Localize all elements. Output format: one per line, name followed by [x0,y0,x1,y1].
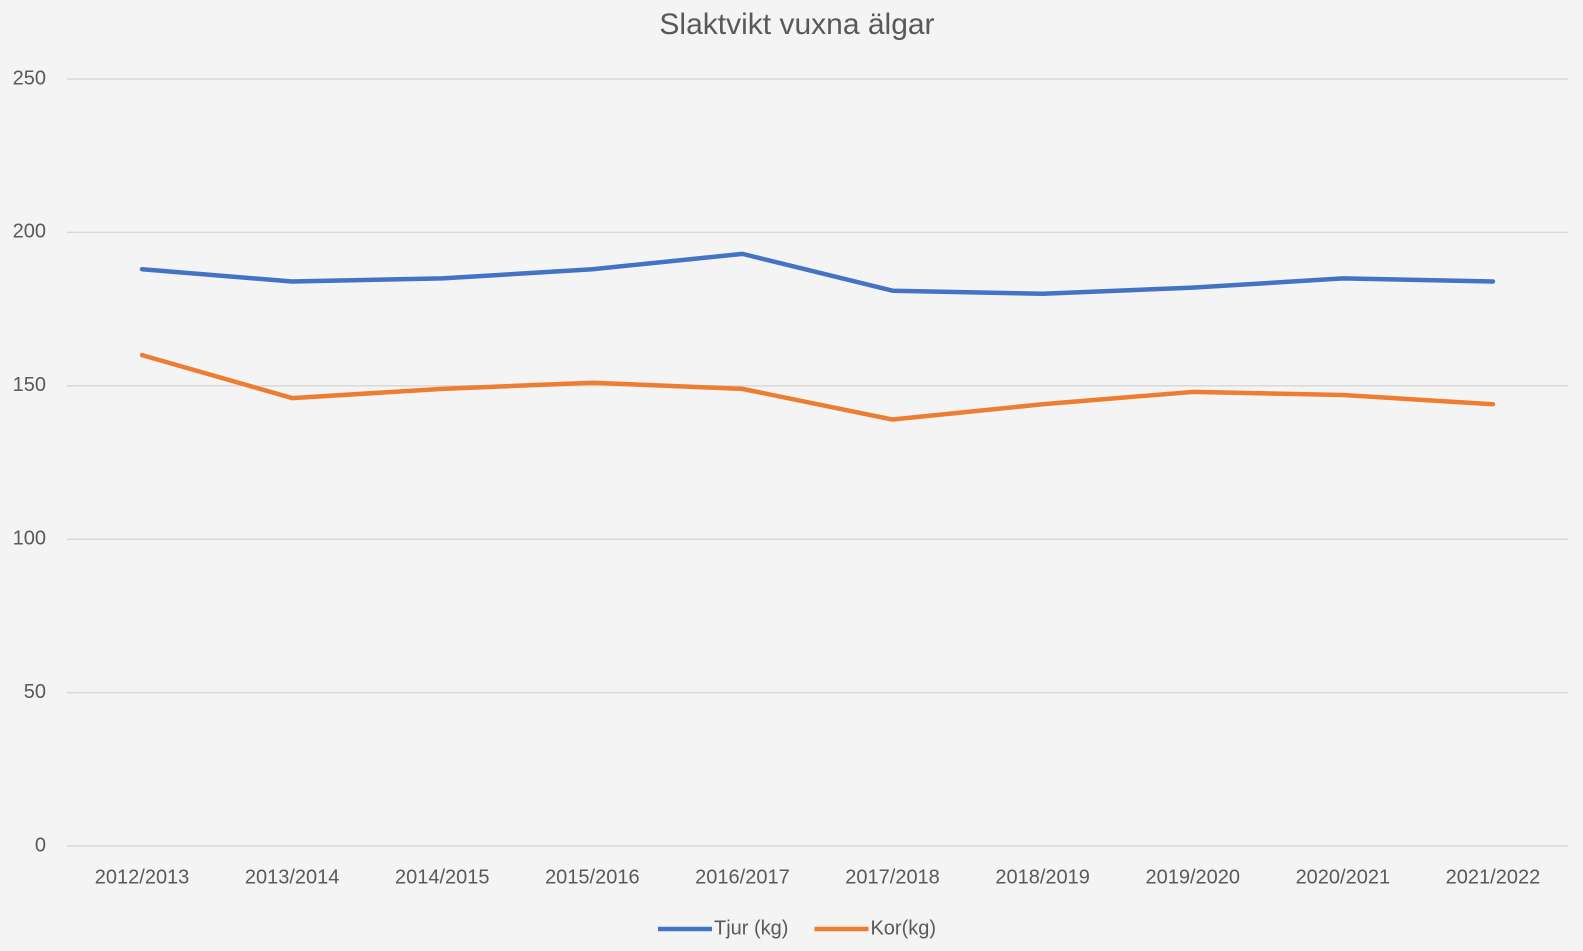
x-tick-label: 2014/2015 [395,866,490,888]
line-series [139,251,1496,297]
line-series [139,352,1496,422]
x-tick-label: 2016/2017 [695,866,790,888]
y-tick-label: 50 [24,681,46,703]
x-tick-label: 2020/2021 [1296,866,1391,888]
x-tick-label: 2019/2020 [1145,866,1240,888]
x-tick-label: 2013/2014 [245,866,340,888]
y-tick-label: 150 [13,374,46,396]
x-tick-label: 2018/2019 [995,866,1090,888]
x-tick-label: 2015/2016 [545,866,640,888]
x-tick-label: 2017/2018 [845,866,940,888]
y-tick-label: 250 [13,67,46,89]
y-tick-label: 0 [35,834,46,856]
legend-label: Kor(kg) [870,917,936,939]
x-tick-label: 2021/2022 [1446,866,1541,888]
x-tick-label: 2012/2013 [95,866,190,888]
chart-title: Slaktvikt vuxna älgar [659,8,934,41]
y-tick-label: 200 [13,221,46,243]
y-tick-label: 100 [13,527,46,549]
legend-label: Tjur (kg) [714,917,788,939]
